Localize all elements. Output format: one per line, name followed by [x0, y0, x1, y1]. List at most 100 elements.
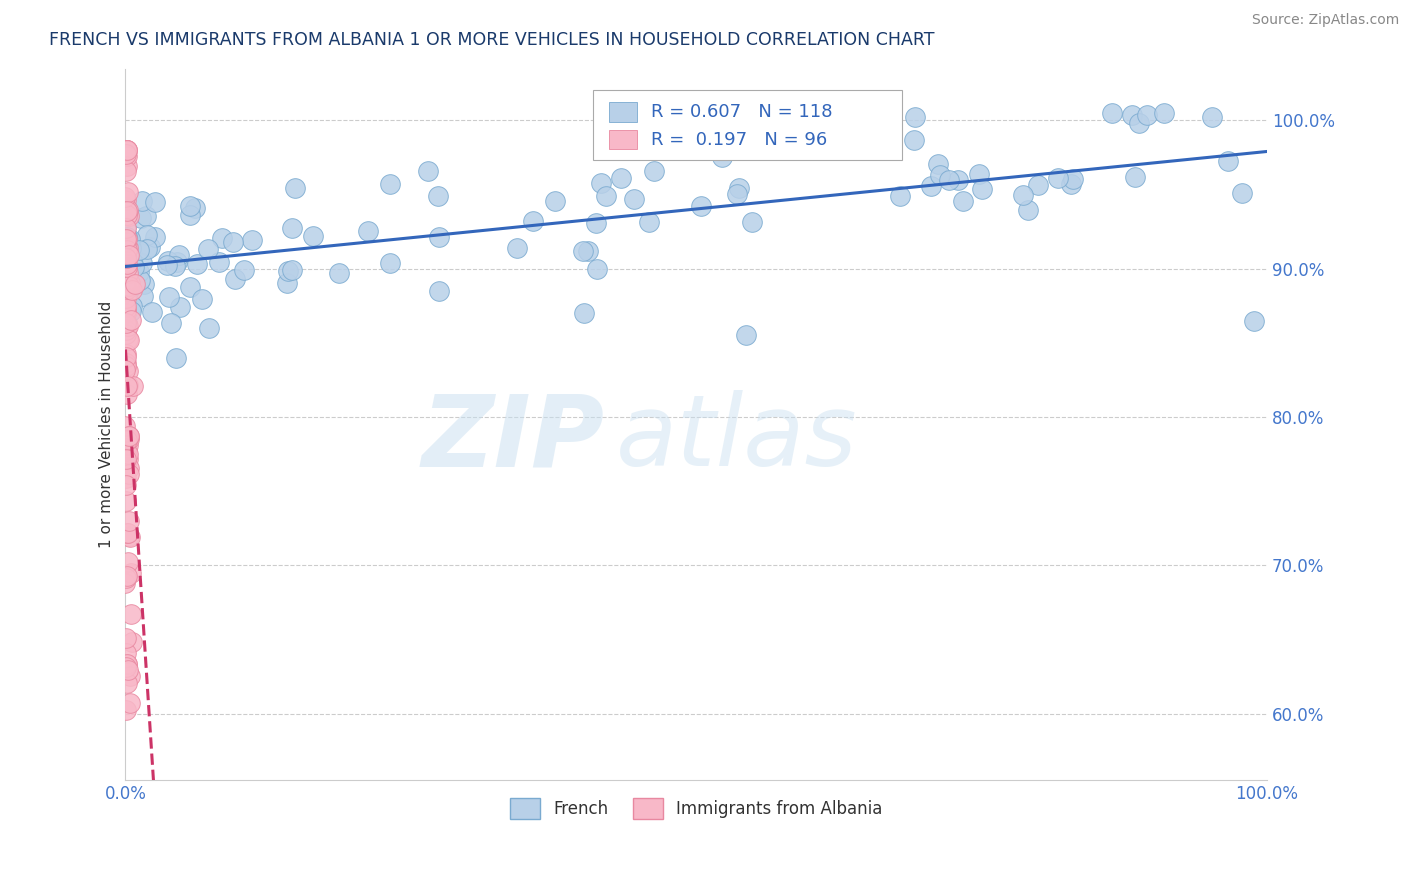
Text: R = 0.607   N = 118: R = 0.607 N = 118	[651, 103, 832, 121]
Point	[115, 235, 138, 249]
Point	[121, 299, 143, 313]
Point	[114, 363, 136, 377]
Point	[115, 200, 138, 214]
Point	[179, 199, 201, 213]
Point	[117, 230, 139, 244]
Point	[1062, 172, 1084, 186]
Point	[1243, 313, 1265, 327]
Point	[117, 241, 139, 255]
Point	[117, 285, 139, 299]
Point	[938, 173, 960, 187]
Text: ZIP: ZIP	[422, 390, 605, 487]
Point	[120, 277, 142, 291]
FancyBboxPatch shape	[593, 90, 901, 160]
Point	[115, 350, 138, 364]
Point	[638, 215, 661, 229]
Point	[114, 471, 136, 485]
Point	[576, 244, 599, 258]
Point	[118, 528, 141, 542]
Point	[115, 646, 138, 660]
Point	[115, 299, 138, 313]
Text: Source: ZipAtlas.com: Source: ZipAtlas.com	[1251, 13, 1399, 28]
Point	[115, 143, 138, 157]
Point	[136, 242, 159, 256]
Point	[115, 260, 138, 274]
Point	[281, 220, 304, 235]
Text: FRENCH VS IMMIGRANTS FROM ALBANIA 1 OR MORE VEHICLES IN HOUSEHOLD CORRELATION CH: FRENCH VS IMMIGRANTS FROM ALBANIA 1 OR M…	[49, 31, 935, 49]
Point	[1026, 178, 1049, 192]
Point	[128, 243, 150, 257]
Point	[117, 663, 139, 677]
Point	[115, 282, 138, 296]
Point	[121, 635, 143, 649]
Point	[1230, 186, 1253, 201]
Point	[115, 525, 138, 540]
Point	[115, 232, 138, 246]
Point	[167, 248, 190, 262]
Point	[741, 215, 763, 229]
Point	[115, 323, 138, 337]
Point	[118, 279, 141, 293]
Point	[179, 208, 201, 222]
Point	[1216, 154, 1239, 169]
Point	[114, 277, 136, 292]
Point	[117, 526, 139, 541]
Point	[134, 277, 156, 291]
Point	[280, 263, 302, 277]
Point	[115, 327, 138, 342]
Point	[120, 241, 142, 255]
Point	[115, 220, 138, 235]
Point	[224, 272, 246, 286]
Point	[967, 167, 990, 181]
Point	[117, 555, 139, 569]
Point	[240, 233, 263, 247]
Point	[114, 291, 136, 305]
Point	[156, 258, 179, 272]
Point	[211, 231, 233, 245]
Point	[610, 171, 633, 186]
Point	[380, 178, 402, 192]
Point	[131, 289, 153, 303]
Point	[277, 264, 299, 278]
Point	[120, 313, 142, 327]
Point	[208, 255, 231, 269]
Point	[114, 193, 136, 207]
Point	[114, 571, 136, 585]
Point	[117, 319, 139, 334]
Point	[115, 204, 138, 219]
Point	[118, 669, 141, 683]
Point	[186, 257, 208, 271]
Point	[198, 321, 221, 335]
Point	[117, 233, 139, 247]
Point	[1136, 108, 1159, 122]
Point	[115, 657, 138, 671]
Point	[190, 292, 212, 306]
Point	[118, 432, 141, 446]
Point	[117, 438, 139, 452]
Point	[711, 151, 734, 165]
Point	[117, 444, 139, 458]
Point	[114, 274, 136, 288]
Point	[114, 347, 136, 361]
Point	[889, 189, 911, 203]
Point	[928, 168, 950, 182]
Point	[114, 356, 136, 370]
Point	[114, 190, 136, 204]
Point	[115, 143, 138, 157]
Point	[115, 316, 138, 330]
Point	[139, 239, 162, 253]
Point	[117, 363, 139, 377]
FancyBboxPatch shape	[609, 103, 637, 121]
Point	[165, 259, 187, 273]
Y-axis label: 1 or more Vehicles in Household: 1 or more Vehicles in Household	[100, 301, 114, 548]
Point	[115, 149, 138, 163]
Point	[197, 243, 219, 257]
Point	[128, 265, 150, 279]
Text: R =  0.197   N = 96: R = 0.197 N = 96	[651, 131, 827, 149]
Point	[121, 378, 143, 392]
Point	[115, 306, 138, 320]
Point	[115, 494, 138, 508]
Point	[118, 247, 141, 261]
Point	[131, 256, 153, 270]
Point	[160, 317, 183, 331]
